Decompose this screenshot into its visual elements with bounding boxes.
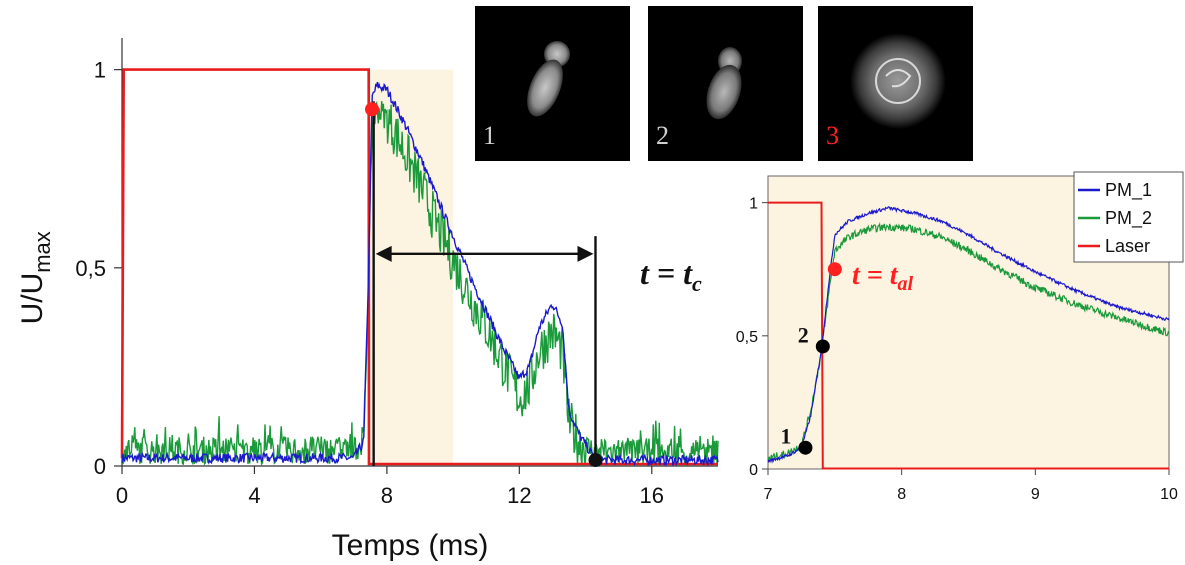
inset-series-pm1 <box>767 206 1170 464</box>
x-tick-label: 8 <box>381 483 393 508</box>
inset-chart: 7 8 9 10 0 0,5 1 1 2 t = tal PM_1 PM_2 Laser <box>736 171 1184 503</box>
shaded-region <box>367 69 454 467</box>
particle-shape-1 <box>527 41 570 117</box>
annotation-t-tc: t = tc <box>640 255 702 296</box>
image-number-3: 3 <box>826 121 839 150</box>
inset-y-tick-label: 0,5 <box>736 329 758 346</box>
inset-x-tick-label: 9 <box>1031 486 1040 503</box>
arrow-head-right <box>577 245 594 262</box>
inset-point-3 <box>827 262 842 277</box>
y-tick-label: 0,5 <box>75 256 106 281</box>
series-line-laser <box>120 68 718 466</box>
legend-label-pm1: PM_1 <box>1105 180 1152 201</box>
y-tick-label: 1 <box>94 58 106 83</box>
x-tick-label: 12 <box>507 483 531 508</box>
series-line-pm2 <box>121 100 719 467</box>
arrow-head-left <box>375 245 392 262</box>
inset-point-1 <box>798 440 813 455</box>
legend-label-pm2: PM_2 <box>1105 208 1152 229</box>
annotation-t-tal: t = tal <box>852 260 914 295</box>
x-axis-label: Temps (ms) <box>332 529 489 562</box>
particle-image-3: 3 <box>818 6 973 161</box>
y-axis-label: U/Umax <box>16 231 55 324</box>
inset-x-tick-label: 8 <box>897 486 906 503</box>
particle-shape-2 <box>706 47 742 120</box>
x-tick-label: 0 <box>116 483 128 508</box>
image-number-1: 1 <box>483 121 496 150</box>
inset-x-tick-label: 7 <box>764 486 773 503</box>
particle-image-1: 1 <box>475 6 630 161</box>
marker-black <box>588 453 603 468</box>
inset-y-tick-label: 0 <box>749 462 758 479</box>
inset-series-laser <box>768 201 1169 470</box>
x-tick-label: 16 <box>640 483 664 508</box>
particle-image-2: 2 <box>648 6 803 161</box>
particle-shape-3 <box>850 33 946 129</box>
inset-series-pm2 <box>767 221 1170 462</box>
inset-point-label-2: 2 <box>798 322 809 347</box>
legend-label-laser: Laser <box>1105 236 1150 256</box>
series-line-pm1 <box>121 81 719 468</box>
image-number-2: 2 <box>656 121 669 150</box>
x-tick-label: 4 <box>248 483 260 508</box>
inset-x-tick-label: 10 <box>1160 486 1178 503</box>
inset-point-2 <box>815 339 830 354</box>
marker-red <box>364 102 379 117</box>
y-tick-label: 0 <box>94 454 106 479</box>
inset-y-tick-label: 1 <box>749 196 758 213</box>
inset-point-label-1: 1 <box>780 424 791 449</box>
